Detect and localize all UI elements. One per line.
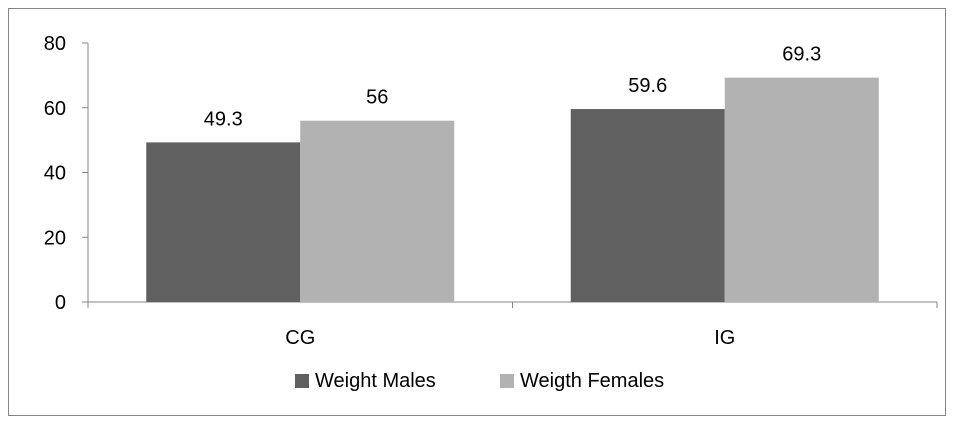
bar	[300, 120, 455, 302]
bars: 49.3 56 59.6 69.3	[146, 44, 879, 302]
data-label: 56	[366, 87, 388, 109]
bar	[146, 142, 301, 302]
bar	[724, 77, 879, 302]
y-tick-label: 80	[44, 33, 66, 55]
legend-swatch	[295, 374, 309, 388]
x-category-label: CG	[285, 327, 315, 349]
y-tick-label: 60	[44, 98, 66, 120]
x-axis: CG IG	[87, 301, 938, 349]
bar	[570, 109, 725, 302]
y-tick-label: 0	[55, 292, 66, 314]
y-tick-label: 20	[44, 227, 66, 249]
legend: Weight Males Weigth Females	[295, 370, 664, 392]
legend-label: Weigth Females	[520, 370, 664, 392]
data-label: 59.6	[628, 75, 667, 97]
x-category-label: IG	[714, 327, 735, 349]
data-label: 69.3	[782, 44, 821, 66]
y-axis: 0 20 40 60 80	[44, 33, 89, 314]
y-tick-label: 40	[44, 163, 66, 185]
data-label: 49.3	[204, 108, 243, 130]
legend-label: Weight Males	[315, 370, 436, 392]
legend-swatch	[500, 374, 514, 388]
